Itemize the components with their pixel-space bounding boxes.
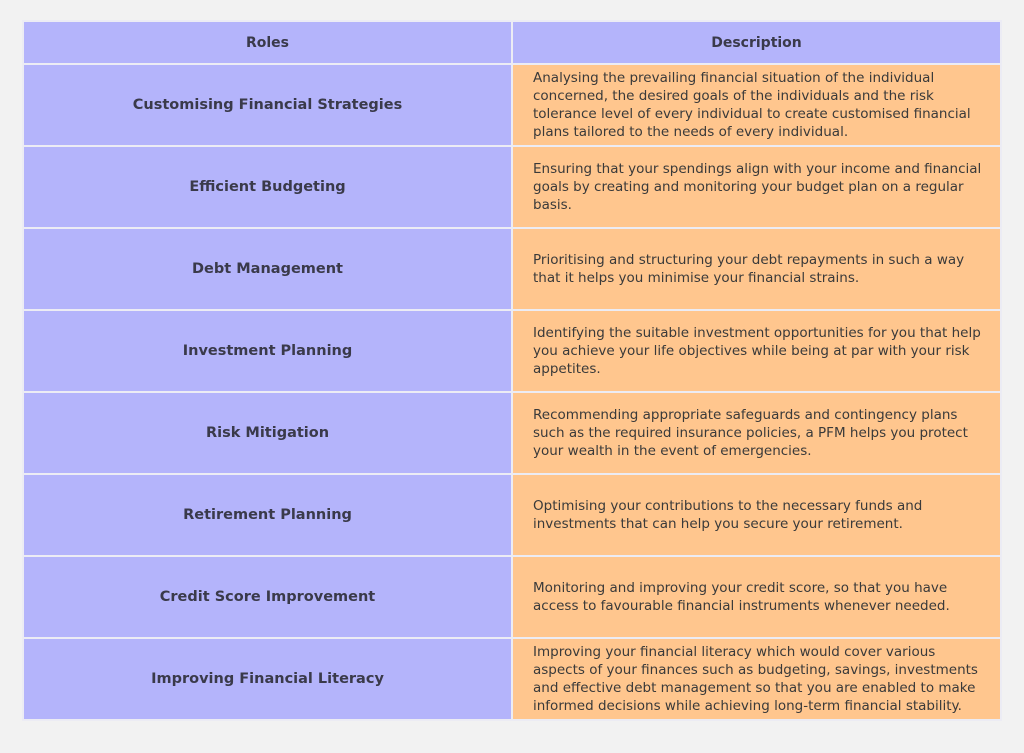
- role-cell: Debt Management: [22, 227, 513, 311]
- role-cell: Investment Planning: [22, 309, 513, 393]
- description-cell: Improving your financial literacy which …: [511, 637, 1002, 721]
- role-cell: Customising Financial Strategies: [22, 63, 513, 147]
- table-row: Retirement Planning Optimising your contr…: [22, 473, 1002, 557]
- description-cell: Monitoring and improving your credit sco…: [511, 555, 1002, 639]
- table-row: Improving Financial Literacy Improving yo…: [22, 637, 1002, 721]
- roles-table: Roles Description Customising Financial …: [22, 20, 1002, 721]
- table-row: Risk Mitigation Recommending appropriate …: [22, 391, 1002, 475]
- role-cell: Retirement Planning: [22, 473, 513, 557]
- role-cell: Improving Financial Literacy: [22, 637, 513, 721]
- table-row: Customising Financial Strategies Analysin…: [22, 63, 1002, 147]
- header-description: Description: [511, 20, 1002, 65]
- description-cell: Optimising your contributions to the nec…: [511, 473, 1002, 557]
- role-cell: Risk Mitigation: [22, 391, 513, 475]
- description-cell: Identifying the suitable investment oppo…: [511, 309, 1002, 393]
- header-row: Roles Description: [22, 20, 1002, 65]
- role-cell: Efficient Budgeting: [22, 145, 513, 229]
- description-cell: Recommending appropriate safeguards and …: [511, 391, 1002, 475]
- table-row: Efficient Budgeting Ensuring that your sp…: [22, 145, 1002, 229]
- description-cell: Analysing the prevailing financial situa…: [511, 63, 1002, 147]
- description-cell: Prioritising and structuring your debt r…: [511, 227, 1002, 311]
- role-cell: Credit Score Improvement: [22, 555, 513, 639]
- header-roles: Roles: [22, 20, 513, 65]
- table-row: Investment Planning Identifying the suita…: [22, 309, 1002, 393]
- table-row: Credit Score Improvement Monitoring and i…: [22, 555, 1002, 639]
- description-cell: Ensuring that your spendings align with …: [511, 145, 1002, 229]
- table-row: Debt Management Prioritising and structur…: [22, 227, 1002, 311]
